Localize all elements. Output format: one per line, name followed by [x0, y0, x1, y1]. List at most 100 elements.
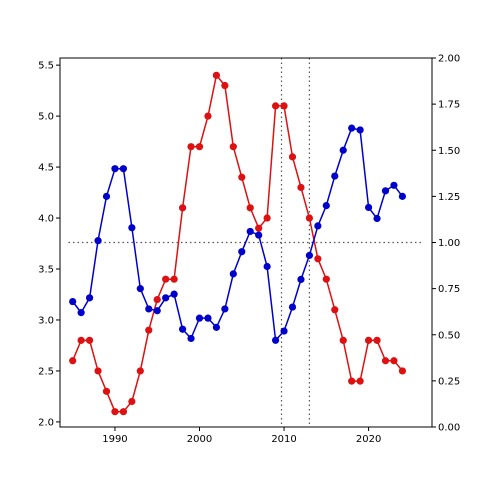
y-right-tick-label: 0.50 — [438, 330, 460, 341]
series-2-point — [145, 305, 153, 313]
series-1-point — [297, 183, 305, 192]
series-1-point — [348, 377, 356, 385]
series-2 — [69, 124, 407, 344]
series-2-point — [246, 227, 254, 236]
series-1-point — [221, 81, 229, 90]
series-1-point — [246, 204, 254, 212]
series-2-point — [195, 314, 204, 322]
series-2-point — [111, 165, 119, 173]
series-1-point — [136, 367, 144, 375]
y-right-tick-label: 1.50 — [438, 146, 460, 157]
series-1-point — [128, 397, 136, 406]
series-1 — [69, 71, 407, 416]
series-2-point — [153, 307, 161, 315]
series-1-point — [102, 387, 111, 395]
y-left-tick-label: 5.5 — [38, 61, 54, 72]
series-2-point — [255, 231, 263, 239]
reference-lines — [68, 58, 424, 427]
series-2-point — [381, 187, 390, 195]
series-2-point — [339, 146, 347, 154]
series-2-point — [271, 336, 280, 344]
series-2-point — [373, 214, 381, 223]
x-tick-label: 2020 — [356, 434, 381, 445]
series-2-point — [297, 275, 305, 283]
series-2-point — [162, 294, 170, 302]
series-2-point — [390, 181, 398, 189]
series-1-point — [398, 367, 407, 375]
series-1-point — [77, 336, 85, 344]
y-left-tick-label: 4.0 — [38, 214, 54, 225]
y-left-tick-label: 2.5 — [38, 366, 54, 377]
y-right-tick-label: 1.75 — [438, 100, 460, 111]
series-2-point — [102, 192, 111, 200]
series-2-point — [178, 325, 187, 333]
series-1-point — [119, 408, 128, 416]
x-tick-label: 2000 — [187, 434, 212, 445]
series-1-point — [69, 357, 77, 365]
y-right-tick-label: 1.00 — [438, 238, 460, 249]
series-2-point — [280, 327, 288, 335]
series-2-point — [238, 248, 246, 256]
series-2-point — [119, 165, 128, 173]
series-1-point — [153, 295, 161, 304]
series-1-point — [280, 102, 288, 110]
series-2-point — [187, 334, 195, 343]
series-2-point — [331, 172, 339, 180]
series-1-point — [364, 336, 373, 344]
y-left-tick-label: 3.0 — [38, 315, 54, 326]
series-1-point — [356, 377, 364, 385]
series-2-point — [94, 237, 102, 245]
series-1-point — [212, 71, 221, 79]
series-1-point — [339, 336, 347, 344]
series-1-point — [331, 306, 339, 314]
series-2-point — [263, 262, 271, 271]
series-1-point — [229, 143, 237, 151]
series-2-point — [356, 126, 364, 134]
series-1-point — [145, 326, 153, 334]
y-right-tick-label: 1.25 — [438, 192, 460, 203]
series-1-point — [94, 367, 102, 375]
y-right-tick-label: 0.00 — [438, 423, 460, 434]
series-2-point — [322, 202, 330, 210]
y-left-tick-label: 5.0 — [38, 112, 54, 123]
series-2-line — [72, 127, 403, 343]
series-1-point — [322, 275, 330, 283]
series-2-point — [348, 124, 356, 132]
series-1-point — [263, 214, 271, 222]
series-2-point — [128, 224, 136, 232]
series-2-point — [204, 314, 212, 322]
series-1-point — [85, 336, 94, 344]
series-2-point — [288, 303, 297, 311]
y-left-tick-label: 3.5 — [38, 265, 54, 276]
series-1-point — [314, 255, 322, 263]
series-1-point — [255, 224, 263, 232]
series-1-point — [170, 275, 178, 283]
x-tick-label: 2010 — [271, 434, 296, 445]
series-2-point — [212, 323, 221, 331]
series-group — [69, 71, 407, 416]
series-1-point — [204, 112, 212, 120]
axes: 1990 2000 2010 2020 2.0 2.5 3.0 3.5 4.0 4.5 5.0 5.5… — [38, 54, 460, 446]
x-tick-label: 1990 — [102, 434, 127, 445]
series-2-point — [364, 203, 373, 212]
y-right-tick-label: 0.25 — [438, 376, 460, 387]
series-1-point — [178, 204, 187, 212]
series-1-point — [111, 408, 119, 416]
y-left-tick-label: 4.5 — [38, 163, 54, 174]
series-2-point — [77, 309, 85, 317]
y-left-tick-label: 2.0 — [38, 417, 54, 428]
series-1-point — [187, 143, 195, 151]
series-2-point — [221, 305, 229, 313]
series-1-point — [238, 173, 246, 181]
series-1-point — [162, 275, 170, 283]
series-1-point — [373, 336, 381, 344]
series-2-point — [69, 297, 77, 306]
y-right-tick-label: 0.75 — [438, 284, 460, 295]
series-1-point — [288, 153, 297, 161]
series-1-point — [305, 214, 314, 222]
series-1-point — [390, 357, 398, 365]
series-2-point — [305, 251, 314, 260]
y-right-tick-label: 2.00 — [438, 54, 460, 65]
series-1-point — [271, 102, 280, 110]
series-2-point — [398, 192, 407, 200]
